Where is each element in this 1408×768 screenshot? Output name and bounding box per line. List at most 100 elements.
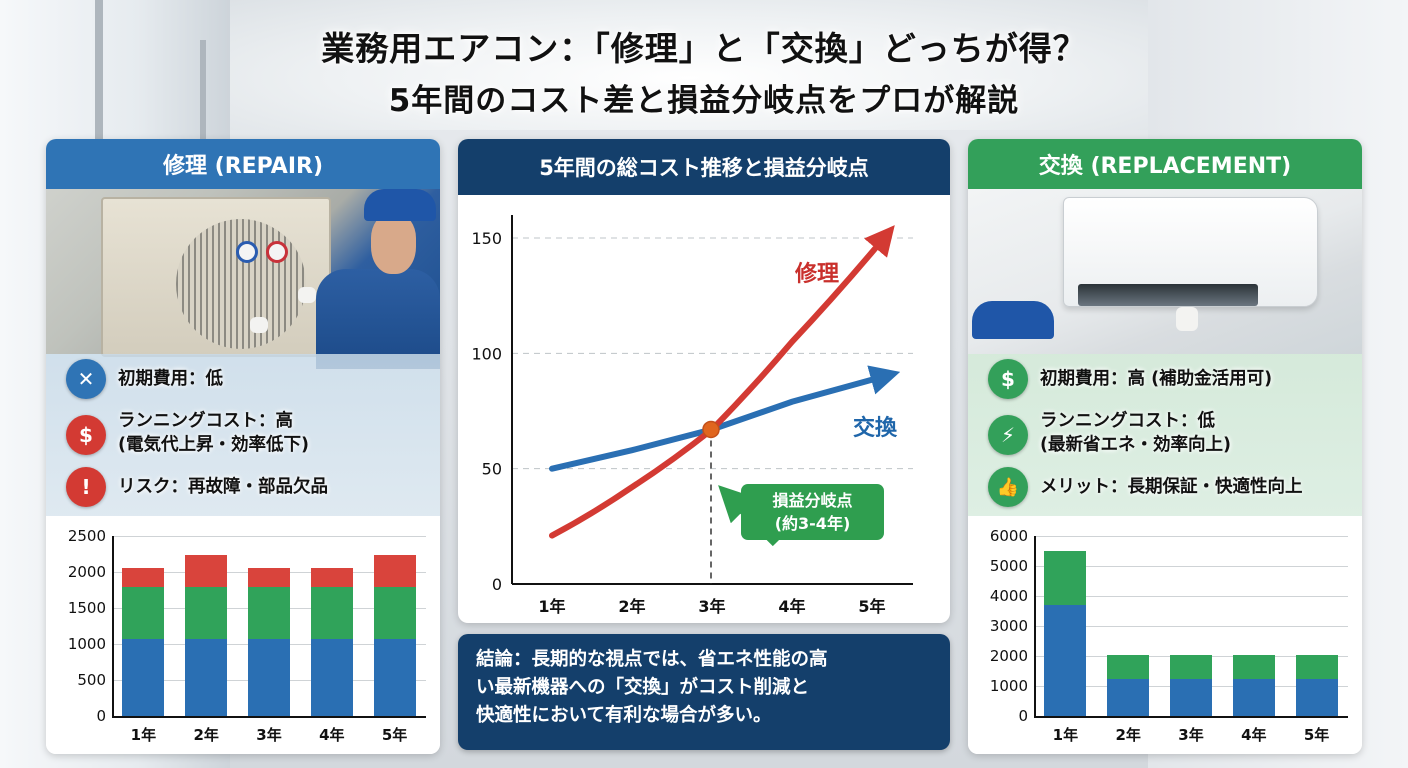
- feature-label: 初期費用：高 (補助金活用可): [1040, 369, 1273, 389]
- replacement-feature-running-cost: ⚡ ランニングコスト：低 (最新省エネ・効率向上): [988, 409, 1231, 457]
- x-axis: [112, 716, 426, 718]
- feature-label: メリット：長期保証・快適性向上: [1040, 477, 1303, 497]
- x-tick-label: 5年: [858, 597, 885, 616]
- y-tick-label: 1000: [67, 635, 106, 653]
- conclusion-line: 結論：長期的な視点では、省エネ性能の高: [476, 649, 828, 670]
- repair-line-label: 修理: [795, 262, 840, 287]
- feature-sublabel: (最新省エネ・効率向上): [1040, 435, 1231, 455]
- bar-segment: [248, 638, 290, 716]
- pressure-gauge-icon: [236, 241, 258, 263]
- replacement-bar-chart: 0 1000 2000 3000 4000 5000 6000 1年 2年 3年 4年 5年: [968, 516, 1362, 754]
- bar-segment: [122, 587, 165, 639]
- x-tick-label: 4年: [778, 597, 805, 616]
- bar-segment: [185, 638, 228, 716]
- gridline: [112, 536, 426, 537]
- technician-cap: [364, 189, 436, 221]
- x-tick-label: 4年: [1241, 726, 1267, 744]
- bar-segment: [1295, 679, 1338, 716]
- gridline: [1034, 536, 1348, 537]
- break-even-point-marker: [702, 420, 720, 439]
- glove: [298, 287, 316, 303]
- bar-segment: [1232, 654, 1275, 680]
- line-chart: 0 50 100 150 1年 2年 3年 4年 5年: [471, 215, 913, 616]
- x-tick-label: 3年: [1178, 726, 1204, 744]
- replace-line-label: 交換: [853, 416, 898, 441]
- bar-segment: [122, 638, 165, 716]
- replacement-technician-photo: [968, 189, 1362, 354]
- replacement-feature-merit: 👍 メリット：長期保証・快適性向上: [988, 467, 1303, 507]
- bar-segment: [248, 567, 290, 588]
- y-tick-label: 4000: [989, 587, 1028, 605]
- repair-panel: 修理 (REPAIR) ✕ 初期費用：低 $ ランニングコスト：高 (電気代上昇…: [46, 139, 440, 754]
- bar-segment: [1170, 654, 1212, 680]
- bar-segment: [310, 587, 353, 639]
- line-chart-header: 5年間の総コスト推移と損益分岐点: [458, 139, 950, 195]
- bar-segment: [1295, 654, 1338, 680]
- repair-feature-risk: ! リスク：再故障・部品欠品: [66, 467, 328, 507]
- feature-label: リスク：再故障・部品欠品: [118, 477, 328, 497]
- break-even-label: 損益分岐点: [772, 491, 853, 510]
- lightning-icon: ⚡: [988, 415, 1028, 455]
- y-tick-label: 2500: [67, 527, 106, 545]
- bar-segment: [1170, 679, 1212, 716]
- feature-sublabel: (電気代上昇・効率低下): [118, 435, 309, 455]
- x-tick-label: 2年: [618, 597, 645, 616]
- y-tick-label: 2000: [989, 647, 1028, 665]
- feature-label: ランニングコスト：高: [118, 411, 293, 431]
- bar-segment: [1107, 654, 1150, 680]
- feature-label: ランニングコスト：低: [1040, 411, 1215, 431]
- x-tick-label: 1年: [538, 597, 565, 616]
- background-ceiling: [230, 0, 1148, 130]
- money-bag-icon: $: [988, 359, 1028, 399]
- conclusion-box: 結論：長期的な視点では、省エネ性能の高 い最新機器への「交換」がコスト削減と 快…: [458, 634, 950, 750]
- window-frame: [200, 40, 206, 160]
- x-axis: [1034, 716, 1348, 718]
- conclusion-line: い最新機器への「交換」がコスト削減と: [476, 677, 810, 698]
- y-tick-label: 0: [492, 575, 502, 594]
- bar-segment: [185, 587, 228, 639]
- y-tick-label: 500: [77, 671, 106, 689]
- y-tick-label: 50: [482, 460, 502, 479]
- bar-segment: [1044, 551, 1087, 605]
- bar-segment: [1107, 679, 1150, 716]
- bar-segment: [310, 567, 353, 588]
- y-tick-label: 0: [96, 707, 106, 725]
- y-tick-label: 1000: [989, 677, 1028, 695]
- x-tick-label: 2年: [1115, 726, 1141, 744]
- bar-segment: [373, 638, 416, 716]
- y-tick-label: 100: [471, 344, 502, 363]
- glove: [250, 317, 268, 333]
- replacement-panel: 交換 (REPLACEMENT) $ 初期費用：高 (補助金活用可) ⚡ ランニ…: [968, 139, 1362, 754]
- replacement-features: [968, 354, 1362, 516]
- x-tick-label: 3年: [698, 597, 725, 616]
- fan-grille: [176, 219, 306, 349]
- bar-segment: [122, 567, 165, 588]
- bar-segment: [185, 555, 228, 588]
- y-axis: [112, 536, 114, 716]
- technician: [316, 269, 440, 369]
- x-tick-label: 3年: [256, 726, 282, 744]
- break-even-callout: 損益分岐点 (約3-4年): [741, 484, 884, 540]
- y-tick-label: 1500: [67, 599, 106, 617]
- shield-alert-icon: !: [66, 467, 106, 507]
- line-chart-panel: 5年間の総コスト推移と損益分岐点 0 50 100 150 1年 2年 3年 4年 5年 修理 …: [458, 139, 950, 623]
- x-tick-label: 1年: [1052, 726, 1079, 744]
- gridline: [1034, 596, 1348, 597]
- pressure-gauge-icon: [266, 241, 288, 263]
- x-tick-label: 1年: [130, 726, 157, 744]
- y-tick-label: 2000: [67, 563, 106, 581]
- gridline: [1034, 566, 1348, 567]
- feature-label: 初期費用：低: [118, 369, 223, 389]
- glove: [1176, 307, 1198, 331]
- repair-feature-initial-cost: ✕ 初期費用：低: [66, 359, 223, 399]
- subtitle: 5年間のコスト差と損益分岐点をプロが解説: [388, 83, 1020, 119]
- repair-bar-chart: 0 500 1000 1500 2000 2500 1年 2年 3年 4年 5年: [46, 516, 440, 754]
- technician-face: [371, 214, 416, 274]
- repair-feature-running-cost: $ ランニングコスト：高 (電気代上昇・効率低下): [66, 409, 309, 457]
- repair-features: [46, 354, 440, 516]
- bar-segment: [373, 587, 416, 639]
- wrench-screwdriver-icon: ✕: [66, 359, 106, 399]
- replacement-feature-initial-cost: $ 初期費用：高 (補助金活用可): [988, 359, 1272, 399]
- x-tick-label: 4年: [319, 726, 345, 744]
- break-even-range: (約3-4年): [774, 514, 851, 533]
